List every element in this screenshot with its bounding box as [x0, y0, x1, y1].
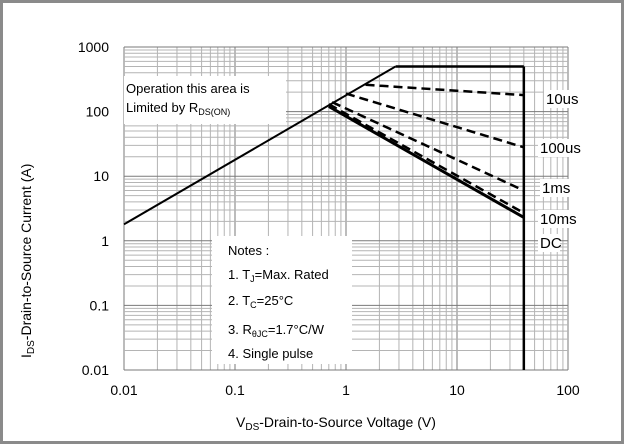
rdson-annotation: Operation this area is Limited by RDS(ON… — [124, 76, 286, 124]
curves — [123, 65, 526, 370]
y-tick-label: 1 — [101, 233, 109, 249]
note-1: 1. TJ=Max. Rated — [228, 267, 329, 284]
series-label-dc: DC — [540, 235, 562, 252]
note-3: 3. RθJC=1.7°C/W — [228, 322, 325, 339]
annotation-line2: Limited by RDS(ON) — [126, 100, 230, 117]
annotation-line1: Operation this area is — [126, 81, 250, 96]
x-tick-label: 0.1 — [225, 382, 245, 398]
y-axis-title: IDS-Drain-to-Source Current (A) — [18, 164, 37, 358]
labels: 0.01 0.1 1 10 100 0.01 0.1 1 10 100 1000 10us 100us 1… — [78, 39, 587, 398]
series-1ms-line — [331, 101, 525, 192]
series-label-bg — [538, 234, 560, 252]
series-label-100us: 100us — [540, 140, 581, 157]
series-dc-line — [328, 105, 525, 219]
series-label-bg — [540, 179, 571, 197]
series-label-bg — [544, 90, 584, 108]
x-tick-label: 0.01 — [110, 382, 137, 398]
series-label-bg — [538, 139, 587, 157]
series-label-bg — [538, 210, 578, 228]
series-10ms-line — [328, 103, 525, 215]
y-tick-label: 1000 — [78, 39, 109, 55]
y-tick-label: 0.01 — [82, 362, 109, 378]
y-tick-label: 10 — [93, 168, 109, 184]
soa-chart: 0.01 0.1 1 10 100 0.01 0.1 1 10 100 1000 10us 100us 1… — [18, 39, 587, 433]
x-tick-label: 10 — [449, 382, 465, 398]
rdson-limit-line — [123, 65, 397, 226]
x-tick-label: 1 — [342, 382, 350, 398]
y-tick-label: 100 — [86, 104, 110, 120]
x-axis-title: VDS-Drain-to-Source Voltage (V) — [236, 414, 436, 433]
notes-title: Notes : — [228, 243, 269, 258]
notes-box: Notes : 1. TJ=Max. Rated 2. TC=25°C 3. R… — [212, 236, 352, 364]
series-label-10us: 10us — [546, 91, 579, 108]
y-tick-label: 0.1 — [90, 297, 110, 313]
series-10us-line — [365, 83, 524, 97]
series-label-10ms: 10ms — [540, 211, 577, 228]
x-tick-label: 100 — [556, 382, 580, 398]
series-label-1ms: 1ms — [542, 180, 570, 197]
note-4: 4. Single pulse — [228, 346, 313, 361]
series-100us-line — [345, 92, 525, 149]
note-2: 2. TC=25°C — [228, 293, 293, 310]
